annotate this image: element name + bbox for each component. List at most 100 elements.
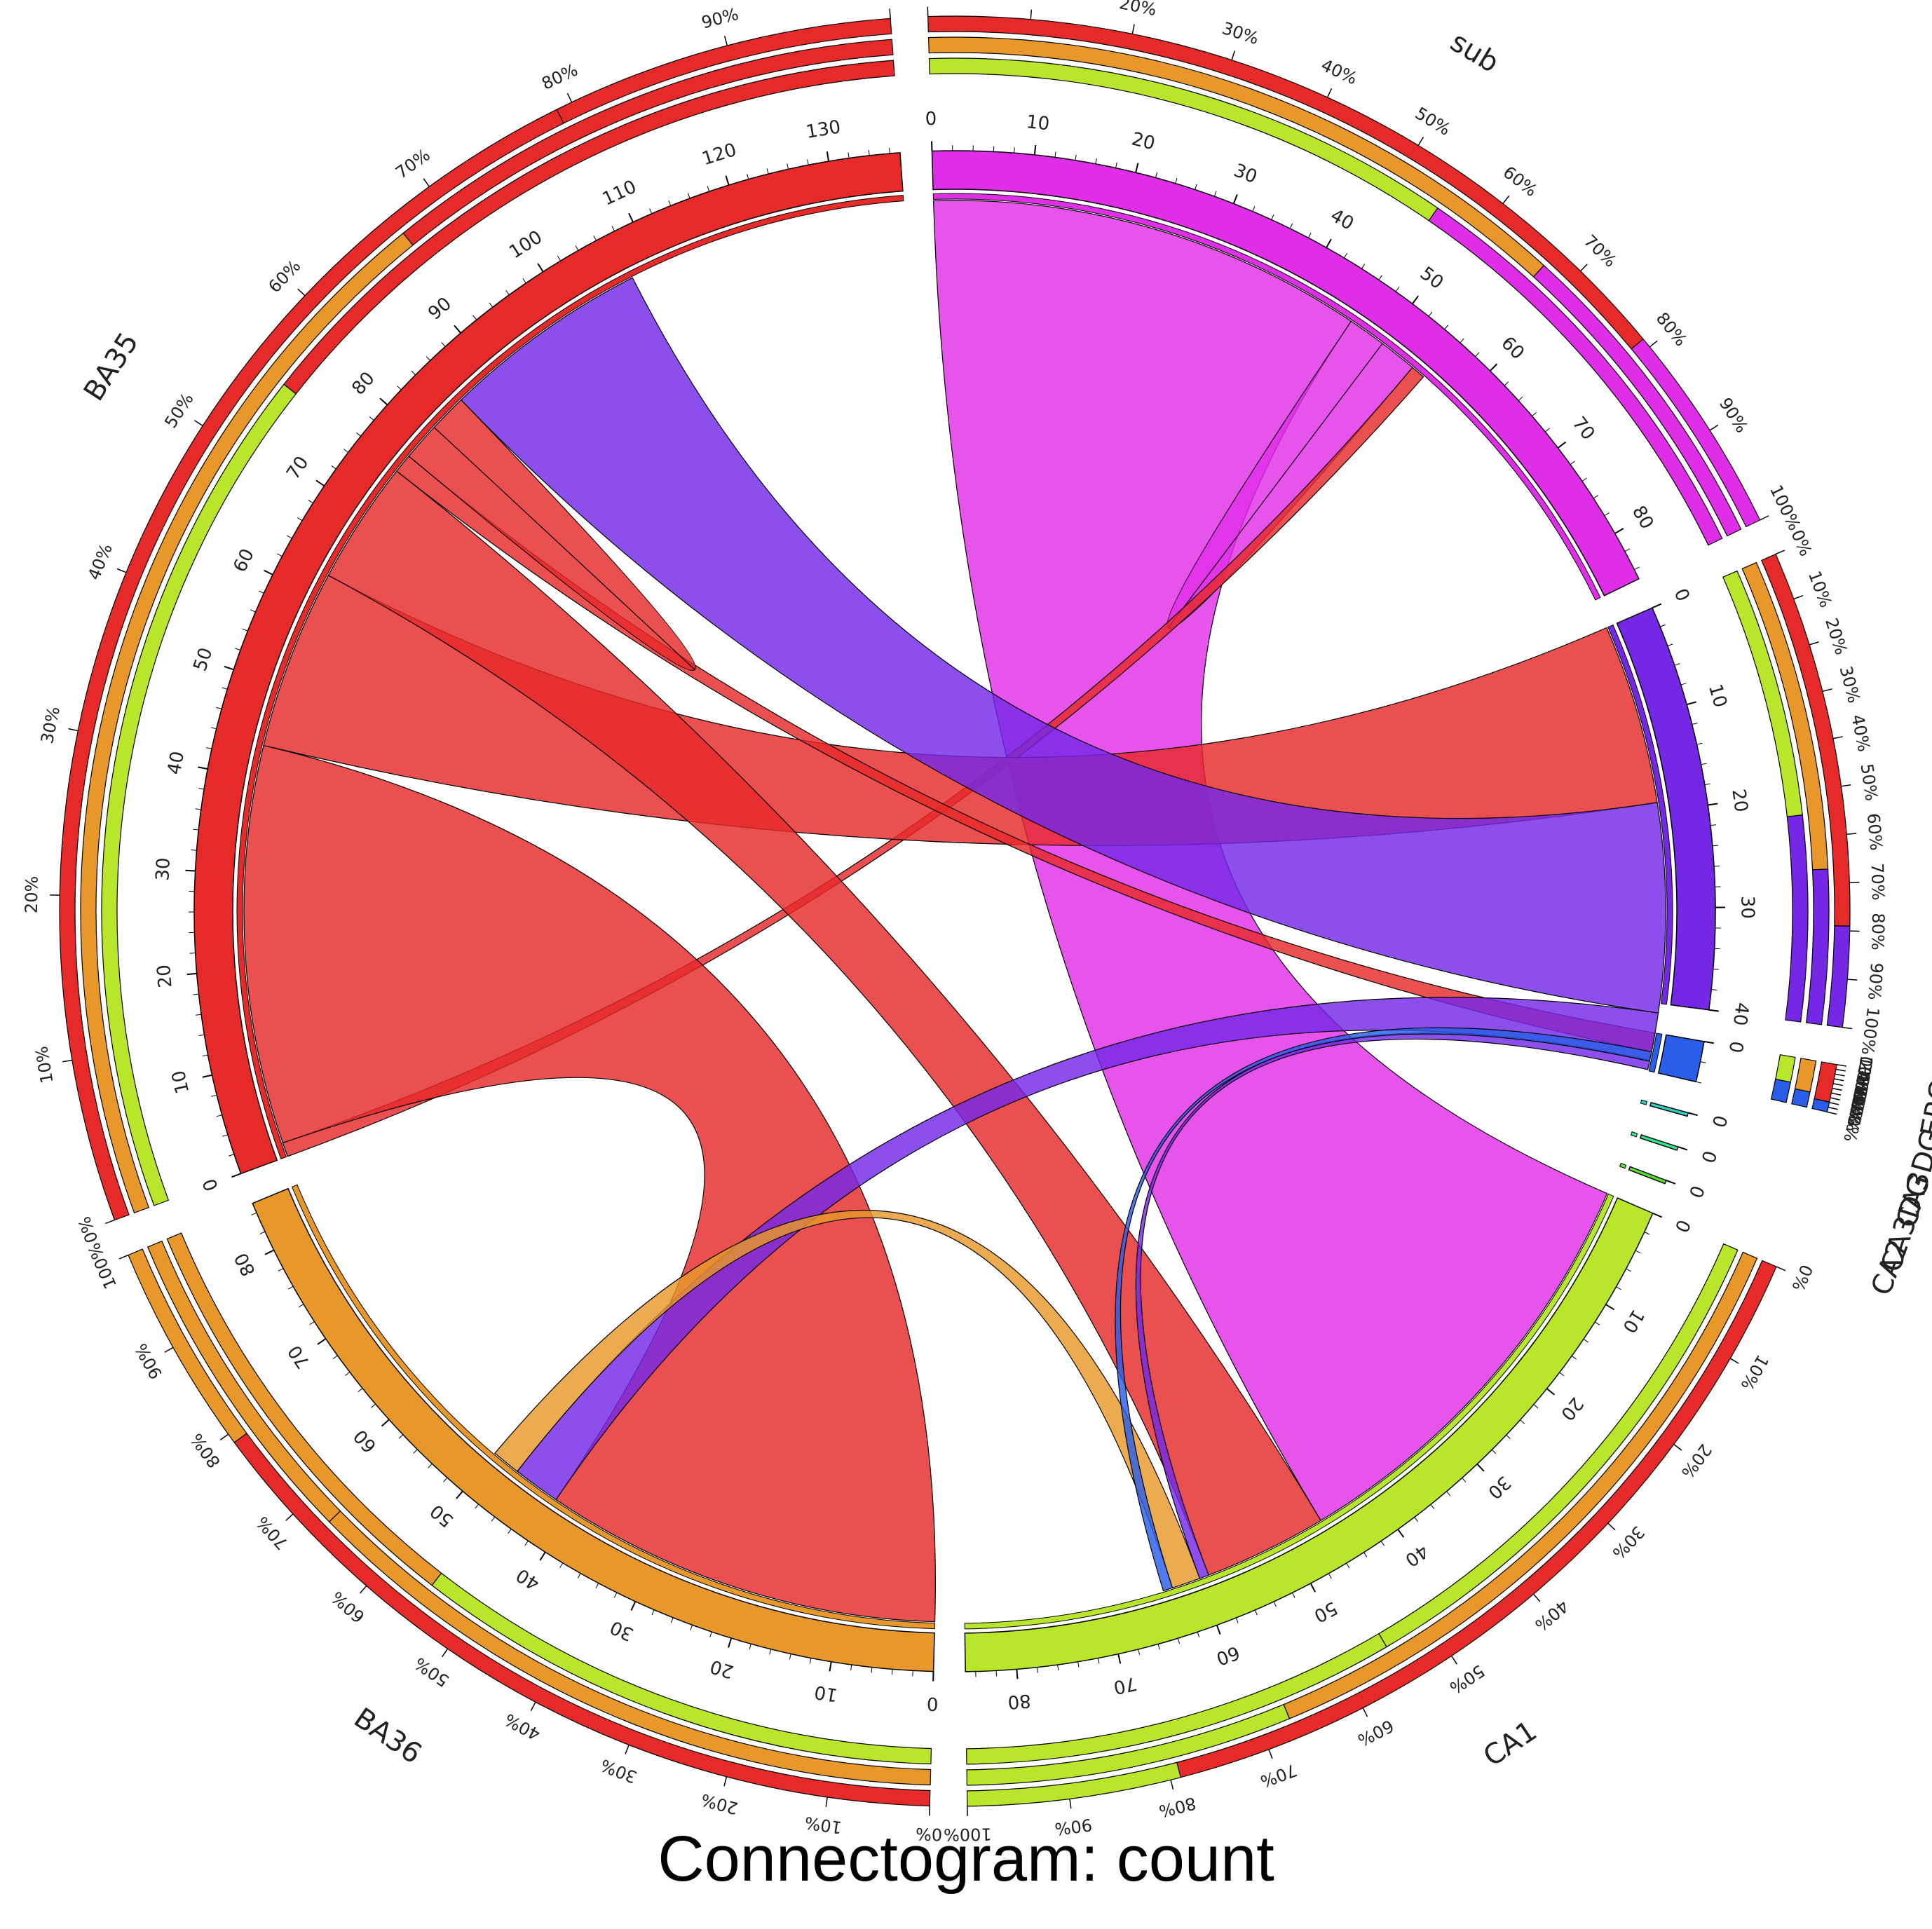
segment-ba36-7-minor-tick [288,1286,293,1289]
segment-ba35-8-tick-label: 40 [164,749,189,776]
segment-ba35-8-tick-label: 130 [805,116,843,143]
segment-ba36-7-pct-label: 20% [699,1790,740,1818]
segment-ba36-7-minor-tick [299,1304,304,1307]
segment-ba36-7-minor-tick [691,1625,693,1630]
segment-ca2-5 [1629,1166,1666,1183]
segment-ba35-8-pct-label: 60% [264,256,304,296]
segment-ba35-8-tick-label: 90 [424,293,456,324]
segment-phc-1-pct-tick [1823,689,1832,691]
segment-ba36-7-minor-tick [269,1250,274,1253]
segment-ba36-7-pct-tick [826,1797,827,1807]
segment-ba35-8-minor-tick [193,829,198,830]
chart-title: Connectogram: count [0,1822,1932,1896]
segment-phc-1-ring-b [1807,869,1829,1025]
segment-ba35-8-pct-tick [725,36,728,46]
segment-ba36-7-minor-tick [871,1668,872,1673]
segment-ca1-6-minor-tick [1595,1322,1600,1325]
segment-ba35-8-minor-tick [631,217,633,222]
segment-phc-1-pct-tick [1841,785,1851,786]
segment-ca1-6-minor-tick [1521,1420,1525,1424]
segment-ba35-8-tick-label: 70 [283,453,313,484]
segment-ba35-8-minor-tick [206,748,212,749]
segment-ba35-8-pct-tick [194,421,203,426]
segment-ca1-6-minor-tick [1311,1583,1314,1588]
segment-sub-0-tick-label: 0 [925,109,937,130]
segment-ca1-6-pct-tick [1776,1267,1785,1271]
segment-phc-1-pct-label: 90% [1864,962,1886,1000]
segment-ba36-7-minor-tick [321,1339,326,1342]
segment-ca1-6-minor-tick [1606,1304,1611,1307]
segment-ca1-6-minor-tick [1381,1541,1384,1546]
segment-sub-0-minor-tick [1490,367,1495,372]
segment-sub-0-tick-label: 70 [1568,413,1599,444]
segment-ba36-7-minor-tick [652,1610,654,1615]
segment-sub-0-minor-tick [1361,264,1364,269]
segment-erc-2-tick-label: 0 [1724,1040,1747,1054]
segment-sub-0-tick-label: 30 [1231,160,1260,188]
segment-ba36-7-minor-tick [372,1404,376,1407]
segment-ba36-7-minor-tick [525,1541,528,1546]
segment-ba35-8-tick-label: 50 [190,645,217,674]
segment-sub-0-minor-tick [1396,287,1399,292]
segment-sub-0-tick-label: 20 [1129,128,1157,154]
segment-ba36-7-minor-tick [385,1419,389,1423]
segment-ba35-8-minor-tick [747,174,749,179]
segment-ca1-6-pct-tick [1730,1358,1739,1363]
segment-ca1-6-minor-tick [1347,1563,1349,1568]
segment-ba35-8-tick-label: 100 [505,226,546,263]
segment-ca1-6-pct-tick [1171,1780,1173,1790]
segment-ca1-6-minor-tick [1098,1658,1099,1664]
segment-ba35-8-minor-tick [268,572,273,575]
segment-erc-2-ring-b [1792,1089,1810,1107]
segment-ba36-7-minor-tick [749,1644,751,1649]
segment-sub-0-pct-tick [1503,196,1509,203]
segment-ba36-7-minor-tick [346,1372,350,1375]
segment-ba36-7-pct-tick [360,1586,367,1593]
segment-ba35-8-minor-tick [369,417,374,421]
segment-ba36-7-minor-tick [475,1504,479,1508]
segment-ba35-8-minor-tick [457,329,461,333]
segment-ba36-7-minor-tick [596,1583,599,1588]
segment-phc-1-tick-label: 0 [1670,585,1694,604]
segment-ca1-6-pct-tick [1269,1750,1272,1759]
segment-ca1-6-minor-tick [1016,1669,1017,1675]
segment-ba35-8-minor-tick [216,707,222,709]
segment-ca1-6-pct-label: 80% [1157,1793,1198,1821]
segment-sub-0-tick-label: 80 [1628,503,1657,533]
segment-sub-0-pct-label: 40% [1318,55,1360,89]
segment-ca1-6-minor-tick [1645,1232,1649,1234]
segment-ba35-8-minor-tick [196,1014,201,1015]
segment-sub-0-minor-tick [1214,191,1216,197]
segment-ca1-6-pct-label: 50% [1446,1661,1488,1698]
segment-sub-0-minor-tick [1532,412,1537,416]
segment-sub-0-minor-tick [1379,275,1382,280]
segment-ba36-7-minor-tick [810,1658,811,1663]
segment-ca1-6-minor-tick [1197,1632,1199,1637]
segment-sub-0-pct-label: 90% [1715,394,1752,436]
segment-ba36-7-pct-tick [165,1347,173,1352]
segment-ba35-8-minor-tick [397,386,401,389]
segment-ba36-7-pct-label: 80% [186,1430,224,1472]
segment-ba35-8-minor-tick [576,245,578,250]
segment-ba35-8-minor-tick [426,357,430,361]
segment-ca1-6-minor-tick [1415,1517,1418,1521]
segment-sub-0-minor-tick [1475,353,1478,357]
segment-ba35-8-pct-tick [423,179,429,186]
segment-ca1-6-minor-tick [1158,1644,1159,1649]
segment-sub-0-pct-tick [1232,50,1234,60]
segment-sub-0-minor-tick [1460,339,1464,343]
segment-ba35-8-minor-tick [707,186,709,192]
segment-erc-2-pct-label: 100% [1839,1093,1870,1144]
segment-phc-1-tick-label: 30 [1736,896,1757,919]
segment-ba36-7-tick-label: 10 [813,1681,840,1705]
segment-ba35-8-minor-tick [332,465,336,469]
segment-ca2-5-tick-label: 0 [1684,1182,1708,1201]
segment-ba36-7-tick-label: 30 [607,1616,637,1644]
segment-ca3dg-3 [1650,1103,1688,1117]
segment-ca1-6-minor-tick [1653,1213,1658,1215]
segment-ba36-7-tick-label: 80 [231,1249,260,1279]
segment-ba35-8-tick-label: 30 [152,857,175,882]
segment-ba36-7-minor-tick [428,1464,432,1468]
